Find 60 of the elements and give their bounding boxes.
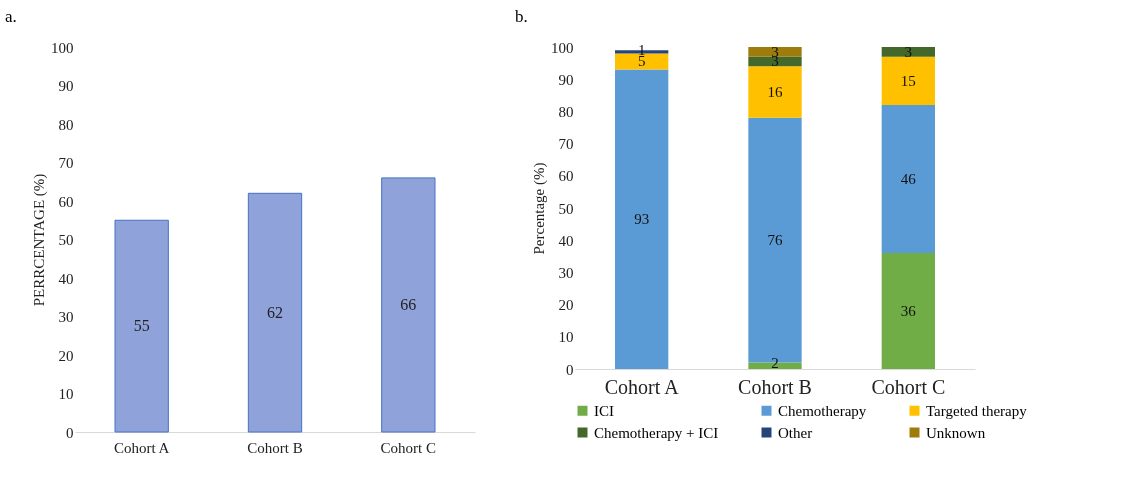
y-tick-label: 90 bbox=[58, 78, 74, 94]
y-tick-label: 60 bbox=[58, 193, 74, 210]
y-tick-label: 100 bbox=[51, 39, 74, 56]
data-label: 62 bbox=[267, 303, 283, 321]
x-tick-label: Cohort B bbox=[247, 439, 303, 456]
x-tick-label: Cohort A bbox=[604, 375, 680, 398]
y-tick-label: 70 bbox=[558, 136, 574, 153]
x-tick-label: Cohort C bbox=[380, 439, 437, 456]
y-tick-label: 80 bbox=[58, 116, 74, 133]
y-tick-label: 50 bbox=[558, 200, 574, 217]
data-label: 36 bbox=[900, 303, 917, 320]
data-label: 3 bbox=[904, 43, 913, 60]
bar bbox=[881, 47, 935, 57]
legend-label: Chemotherapy + ICI bbox=[594, 424, 719, 441]
legend-label: Unknown bbox=[926, 424, 986, 441]
bar bbox=[114, 219, 169, 433]
bar bbox=[881, 253, 935, 369]
y-tick-label: 30 bbox=[58, 309, 74, 325]
y-tick-label: 80 bbox=[558, 103, 574, 120]
legend-label: Targeted therapy bbox=[926, 402, 1028, 419]
bar bbox=[615, 69, 669, 369]
x-tick-label: Cohort C bbox=[871, 375, 946, 398]
legend-label: Chemotherapy bbox=[778, 402, 867, 419]
x-tick-label: Cohort A bbox=[113, 439, 170, 456]
chart-title: a. bbox=[5, 7, 17, 26]
y-tick-label: 50 bbox=[58, 232, 74, 248]
y-tick-label: 10 bbox=[58, 386, 74, 402]
y-tick-label: 30 bbox=[558, 264, 574, 281]
y-axis-title: PERRCENTAGE (%) bbox=[31, 173, 48, 307]
bar bbox=[247, 192, 303, 433]
data-label: 15 bbox=[900, 72, 916, 89]
y-tick-label: 0 bbox=[566, 361, 574, 378]
y-tick-label: 60 bbox=[558, 168, 574, 185]
data-label: 76 bbox=[767, 232, 783, 249]
data-label: 93 bbox=[634, 211, 650, 228]
bar bbox=[748, 66, 802, 118]
y-tick-label: 0 bbox=[66, 424, 74, 441]
data-label: 55 bbox=[133, 317, 150, 335]
data-label: 46 bbox=[900, 171, 917, 188]
y-tick-label: 40 bbox=[58, 270, 74, 287]
data-label: 16 bbox=[767, 84, 783, 101]
y-tick-label: 40 bbox=[558, 232, 574, 249]
legend-label: ICI bbox=[594, 402, 614, 419]
data-label: 66 bbox=[400, 295, 417, 313]
y-tick-label: 10 bbox=[558, 329, 574, 346]
x-tick-label: Cohort B bbox=[738, 375, 812, 398]
bar bbox=[381, 177, 436, 433]
y-tick-label: 100 bbox=[551, 39, 574, 56]
chart-title: b. bbox=[515, 7, 528, 26]
data-label: 2 bbox=[771, 354, 779, 371]
data-label: 1 bbox=[637, 42, 646, 59]
bar bbox=[881, 56, 935, 105]
y-tick-label: 90 bbox=[558, 71, 574, 88]
y-tick-label: 70 bbox=[58, 155, 74, 171]
y-tick-label: 20 bbox=[558, 297, 574, 314]
y-tick-label: 20 bbox=[58, 347, 74, 364]
bar bbox=[748, 47, 802, 57]
bar bbox=[881, 104, 935, 254]
legend-label: Other bbox=[778, 424, 813, 441]
y-axis-title: Percentage (%) bbox=[531, 162, 548, 255]
